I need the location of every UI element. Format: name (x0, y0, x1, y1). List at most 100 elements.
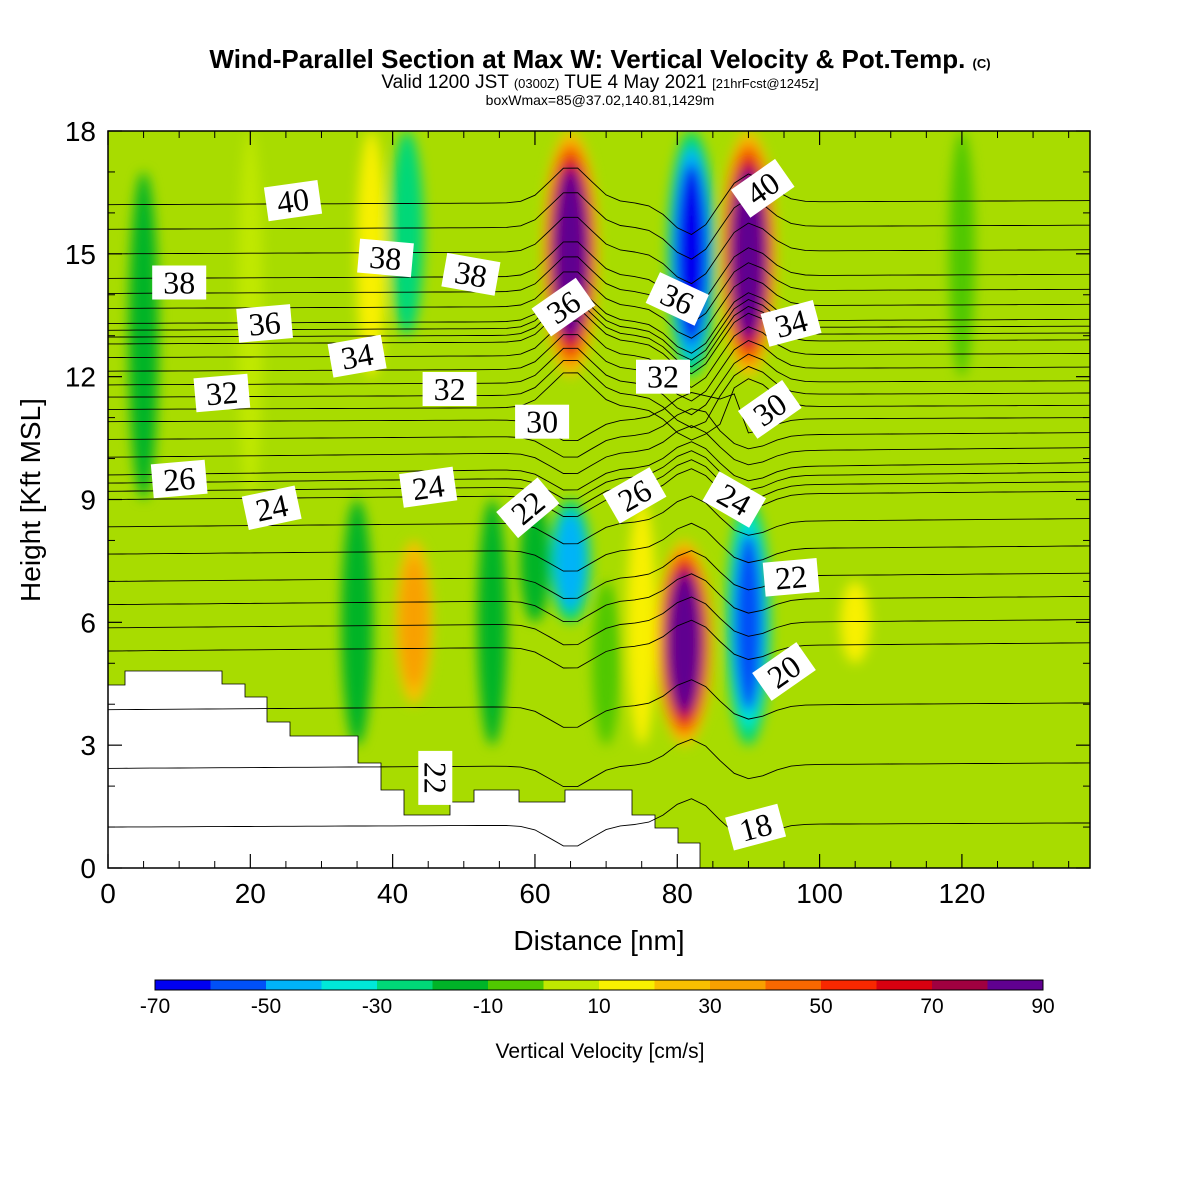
x-tick-label: 20 (235, 878, 266, 909)
y-axis-label: Height [Kft MSL] (15, 398, 46, 602)
contour-label-box (263, 180, 323, 222)
y-tick-label: 18 (65, 116, 96, 147)
contour-label-box (441, 252, 501, 296)
theta-contour-line (108, 441, 1090, 491)
copyright-mark: (C) (972, 56, 991, 71)
contour-label-text: 40 (275, 181, 312, 221)
velocity-column (400, 556, 428, 688)
theta-contour-line (108, 256, 1090, 324)
contour-label-box (422, 372, 477, 406)
theta-contour-line (108, 425, 1090, 474)
x-tick-label: 60 (519, 878, 550, 909)
contour-label: 22 (417, 750, 453, 805)
contour-label-text: 24 (252, 487, 291, 529)
contour-label-box (636, 359, 690, 394)
contour-label-box (702, 471, 767, 528)
theta-contour-line (108, 459, 1090, 509)
y-tick-label: 9 (80, 485, 96, 516)
contour-label-text: 32 (204, 374, 239, 413)
theta-contour-line (108, 522, 1090, 572)
contour-label-box (730, 158, 795, 218)
colorbar-tick-label: -30 (362, 995, 392, 1018)
colorbar: -70 -50 -30 -10 10 30 50 70 90 (140, 979, 1055, 1018)
contour-label-text: 32 (434, 371, 466, 407)
contour-label: 40 (263, 180, 323, 222)
colorbar-swatch (266, 980, 322, 990)
theta-contour-line (108, 495, 1090, 545)
chart-title: Wind-Parallel Section at Max W: Vertical… (209, 44, 966, 74)
contour-label-box (602, 467, 667, 524)
theta-contours (108, 167, 1090, 847)
contour-label-text: 24 (410, 467, 447, 507)
theta-contour-line (108, 334, 1090, 402)
contour-label-text: 22 (417, 762, 453, 794)
velocity-column (666, 571, 702, 715)
colorbar-tick-label: 10 (587, 995, 610, 1018)
velocity-column (341, 499, 373, 746)
colorbar-tick-label: -70 (140, 995, 170, 1018)
colorbar-label: Vertical Velocity [cm/s] (496, 1040, 705, 1063)
colorbar-tick-label: 90 (1031, 995, 1054, 1018)
velocity-column (626, 499, 657, 746)
contour-label-text: 22 (774, 558, 809, 597)
theta-contour-line (108, 372, 1090, 441)
contour-label-box (241, 485, 302, 530)
colorbar-swatch (321, 980, 378, 990)
colorbar-swatch (932, 980, 988, 990)
velocity-column (948, 131, 975, 377)
theta-contour-line (108, 738, 1090, 788)
contour-label-box (752, 642, 816, 701)
colorbar-swatch (210, 980, 267, 990)
contour-label-box (645, 272, 709, 326)
contour-label: 32 (636, 359, 690, 395)
contour-label: 34 (760, 299, 822, 347)
theta-contour-line (108, 216, 1090, 285)
theta-contour-line (108, 392, 1090, 442)
theta-contour-line (108, 550, 1090, 599)
contour-label-text: 30 (526, 404, 558, 440)
contour-label-box (760, 299, 822, 347)
colorbar-swatch (488, 980, 544, 990)
x-axis-label: Distance [nm] (513, 925, 684, 956)
colorbar-swatch (543, 980, 600, 990)
contour-label-box (150, 459, 208, 499)
theta-contour-line (108, 241, 1090, 309)
colorbar-swatch (654, 980, 711, 990)
contour-label-box (737, 379, 802, 439)
contour-label: 38 (441, 252, 501, 296)
contour-label: 32 (422, 371, 477, 407)
colorbar-tick-label: -10 (473, 995, 503, 1018)
colorbar-swatch (432, 980, 489, 990)
y-tick-label: 15 (65, 239, 96, 270)
velocity-column (592, 581, 620, 746)
contour-label: 22 (762, 558, 820, 597)
colorbar-swatch (710, 980, 766, 990)
contour-label-box (357, 238, 414, 278)
theta-contour-line (108, 192, 1090, 260)
x-tick-label: 80 (662, 878, 693, 909)
colorbar-tick-label: 70 (920, 995, 943, 1018)
contour-label: 38 (152, 265, 207, 301)
chart-subtitle-valid: Valid 1200 JST (0300Z) TUE 4 May 2021 [2… (0, 72, 1200, 94)
colorbar-swatch (765, 980, 822, 990)
contour-label: 24 (241, 485, 302, 530)
theta-contour-line (108, 320, 1090, 388)
theta-contour-line (108, 347, 1090, 416)
colorbar-tick-label: 30 (698, 995, 721, 1018)
theta-contour-line (108, 408, 1090, 458)
x-tick-label: 120 (939, 878, 986, 909)
contour-label-box (327, 334, 387, 378)
contour-label-text: 38 (368, 239, 403, 278)
theta-contour-line (108, 360, 1090, 429)
chart-title-line1: Wind-Parallel Section at Max W: Vertical… (0, 44, 1200, 75)
contour-label-text: 34 (338, 336, 376, 377)
box-info: boxWmax=85@37.02,140.81,1429m (485, 92, 715, 108)
velocity-column (390, 131, 424, 336)
colorbar-swatch (599, 980, 655, 990)
contour-label-box (531, 277, 596, 337)
x-tick-label: 0 (100, 878, 116, 909)
contour-label: 24 (399, 466, 458, 508)
theta-contour-line (108, 679, 1090, 728)
